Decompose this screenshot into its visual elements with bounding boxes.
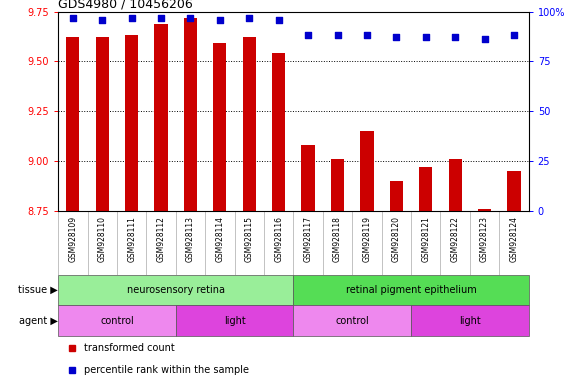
Bar bbox=[213, 43, 227, 211]
Bar bbox=[478, 209, 491, 211]
Bar bbox=[58, 305, 175, 336]
Point bbox=[480, 36, 489, 43]
Point bbox=[156, 15, 166, 21]
Bar bbox=[507, 171, 521, 211]
Point bbox=[186, 15, 195, 21]
Bar bbox=[58, 275, 293, 305]
Text: GSM928116: GSM928116 bbox=[274, 216, 283, 262]
Point bbox=[245, 15, 254, 21]
Point bbox=[510, 32, 519, 38]
Text: light: light bbox=[224, 316, 245, 326]
Bar bbox=[293, 305, 411, 336]
Text: GSM928115: GSM928115 bbox=[245, 216, 254, 262]
Point bbox=[333, 32, 342, 38]
Text: GSM928121: GSM928121 bbox=[421, 216, 431, 262]
Point bbox=[392, 35, 401, 41]
Point bbox=[450, 35, 460, 41]
Text: GSM928114: GSM928114 bbox=[216, 216, 224, 262]
Text: GDS4980 / 10456206: GDS4980 / 10456206 bbox=[58, 0, 193, 10]
Text: control: control bbox=[335, 316, 369, 326]
Text: neurosensory retina: neurosensory retina bbox=[127, 285, 225, 295]
Bar bbox=[331, 159, 344, 211]
Point bbox=[98, 17, 107, 23]
Bar bbox=[419, 167, 432, 211]
Point bbox=[274, 17, 284, 23]
Bar bbox=[125, 35, 138, 211]
Text: GSM928124: GSM928124 bbox=[510, 216, 518, 262]
Text: GSM928117: GSM928117 bbox=[304, 216, 313, 262]
Point bbox=[421, 35, 431, 41]
Bar bbox=[272, 53, 285, 211]
Text: GSM928122: GSM928122 bbox=[451, 216, 460, 262]
Point bbox=[68, 15, 77, 21]
Text: GSM928118: GSM928118 bbox=[333, 216, 342, 262]
Bar bbox=[96, 38, 109, 211]
Point bbox=[303, 32, 313, 38]
Bar bbox=[175, 305, 293, 336]
Text: transformed count: transformed count bbox=[84, 343, 175, 353]
Text: control: control bbox=[100, 316, 134, 326]
Bar bbox=[302, 145, 315, 211]
Text: tissue ▶: tissue ▶ bbox=[19, 285, 58, 295]
Text: agent ▶: agent ▶ bbox=[19, 316, 58, 326]
Bar bbox=[411, 305, 529, 336]
Bar bbox=[390, 181, 403, 211]
Point bbox=[215, 17, 224, 23]
Text: GSM928109: GSM928109 bbox=[69, 216, 77, 262]
Point bbox=[127, 15, 137, 21]
Text: GSM928119: GSM928119 bbox=[363, 216, 371, 262]
Text: retinal pigment epithelium: retinal pigment epithelium bbox=[346, 285, 476, 295]
Text: GSM928111: GSM928111 bbox=[127, 216, 136, 262]
Bar bbox=[66, 38, 80, 211]
Bar bbox=[155, 23, 168, 211]
Point bbox=[363, 32, 372, 38]
Text: light: light bbox=[459, 316, 480, 326]
Text: percentile rank within the sample: percentile rank within the sample bbox=[84, 366, 249, 376]
Text: GSM928113: GSM928113 bbox=[186, 216, 195, 262]
Text: GSM928120: GSM928120 bbox=[392, 216, 401, 262]
Text: GSM928123: GSM928123 bbox=[480, 216, 489, 262]
Text: GSM928110: GSM928110 bbox=[98, 216, 107, 262]
Bar bbox=[243, 38, 256, 211]
Bar bbox=[360, 131, 374, 211]
Bar bbox=[184, 18, 197, 211]
Bar bbox=[293, 275, 529, 305]
Bar bbox=[449, 159, 462, 211]
Text: GSM928112: GSM928112 bbox=[156, 216, 166, 262]
